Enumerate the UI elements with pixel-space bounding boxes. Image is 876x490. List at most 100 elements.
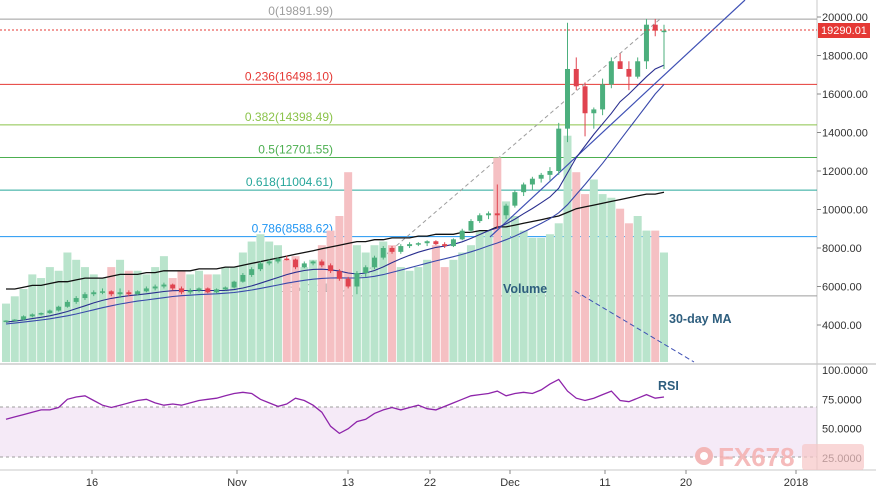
volume-bar [660, 252, 668, 362]
volume-bar [572, 172, 581, 362]
candle-body [371, 257, 377, 268]
candle-body [73, 298, 79, 302]
candle-body [652, 24, 658, 31]
volume-bar [247, 241, 256, 362]
volume-bar [598, 194, 607, 362]
candle-body [363, 267, 369, 274]
volume-bar [195, 270, 204, 362]
volume-bar [212, 274, 221, 362]
candle-body [529, 178, 535, 185]
volume-downtrend-line [574, 290, 695, 363]
volume-bar [370, 245, 379, 362]
time-tick-label: Dec [500, 477, 520, 489]
volume-bar [466, 245, 475, 362]
price-tick-label: 4000.00 [822, 320, 862, 332]
volume-bar [133, 270, 142, 362]
volume-bar [528, 237, 537, 362]
candle-body [521, 184, 527, 193]
candle-body [450, 239, 456, 247]
candle-body [407, 244, 413, 247]
volume-bar [405, 270, 414, 362]
candle-body [301, 263, 307, 268]
volume-bar [423, 259, 432, 362]
volume-bar [300, 267, 309, 362]
volume-bar [484, 230, 493, 362]
volume-bar [642, 230, 651, 362]
current-price-label: 19290.01 [821, 25, 867, 37]
volume-bar [19, 289, 28, 362]
rsi-band [0, 407, 817, 457]
volume-bar [317, 245, 326, 362]
candle-body [336, 271, 342, 279]
candle-body [573, 68, 579, 87]
price-tick-label: 8000.00 [822, 243, 862, 255]
volume-bar [414, 267, 423, 362]
candle-body [468, 221, 474, 231]
volume-bar [124, 270, 133, 362]
volume-bar [265, 241, 274, 362]
candle-body [424, 241, 430, 244]
volume-bar [607, 197, 616, 362]
volume-bar [651, 230, 660, 362]
candle-body [389, 248, 395, 252]
rsi-line [5, 378, 665, 435]
candle-body [3, 320, 9, 323]
volume-bar [352, 245, 361, 362]
volume-bar [159, 256, 168, 362]
candle-body [178, 288, 184, 293]
volume-bar [475, 230, 484, 362]
volume-bar [256, 234, 265, 362]
fib-label-1: 0.236(16498.10) [245, 69, 333, 83]
volume-bar [107, 267, 116, 362]
volume-bar [554, 223, 563, 362]
candle-body [398, 246, 404, 252]
volume-bar [379, 241, 388, 362]
rsi-tick-label: 75.0000 [822, 394, 862, 406]
candle-body [345, 278, 351, 287]
volume-bar [45, 267, 54, 362]
candle-body [161, 284, 167, 287]
volume-bar [238, 252, 247, 362]
volume-bar [80, 267, 89, 362]
volume-bar [54, 270, 63, 362]
candle-body [135, 291, 141, 295]
volume-bar [545, 234, 554, 362]
candle-body [249, 269, 255, 275]
candle-body [486, 213, 492, 216]
rsi-annotation: RSI [658, 379, 679, 393]
time-tick-label: 22 [424, 477, 436, 489]
volume-annotation: Volume [503, 282, 547, 296]
candle-body [547, 171, 553, 175]
candle-body [152, 286, 158, 289]
candle-body [442, 244, 448, 247]
candle-body [231, 281, 237, 288]
candle-body [214, 289, 220, 293]
volume-bar [519, 230, 528, 362]
volume-bar [221, 267, 230, 362]
volume-bar [10, 296, 19, 362]
volume-bar [624, 223, 633, 362]
volume-bar [589, 179, 598, 362]
candle-body [205, 288, 211, 293]
fib-label-3: 0.5(12701.55) [258, 142, 333, 156]
candle-body [284, 258, 290, 261]
current-price-tag [818, 23, 870, 38]
time-tick-label: 16 [86, 477, 98, 489]
candle-body [293, 259, 299, 268]
volume-bar [186, 274, 195, 362]
candle-body [82, 294, 88, 299]
volume-bar [440, 267, 449, 362]
time-tick-label: 2018 [784, 477, 808, 489]
volume-bar [510, 216, 519, 362]
price-tick-label: 12000.00 [822, 166, 868, 178]
candle-body [564, 68, 570, 129]
support-trendline [489, 0, 746, 238]
time-tick-label: Nov [227, 477, 247, 489]
candle-body [635, 61, 641, 77]
candle-body [600, 84, 606, 110]
candle-body [222, 287, 228, 290]
price-tick-label: 16000.00 [822, 89, 868, 101]
time-tick-label: 13 [342, 477, 354, 489]
candle-body [477, 215, 483, 222]
